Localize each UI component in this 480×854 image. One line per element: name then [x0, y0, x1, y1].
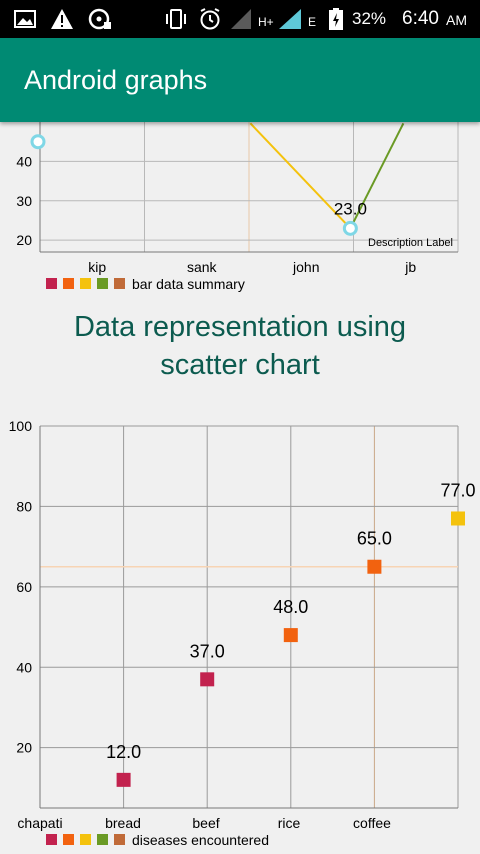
data-label: 48.0 [273, 597, 308, 617]
legend-label: diseases encountered [132, 832, 269, 848]
y-tick-label: 80 [16, 498, 32, 514]
data-label: 12.0 [106, 742, 141, 762]
alarm-icon [200, 8, 220, 30]
x-tick-label: kip [88, 259, 106, 275]
legend-swatch-2 [63, 834, 74, 845]
description-label: Description Label [368, 237, 453, 249]
scroll-content[interactable]: 20 30 40 kip sank john jb 23.0 Description Lab… [0, 122, 480, 854]
network-type-label-2: E [308, 15, 317, 29]
gallery-notification-icon [14, 10, 36, 28]
legend-swatch-4 [97, 834, 108, 845]
data-point [116, 772, 131, 787]
x-tick-label: bread [105, 815, 141, 831]
y-tick-label: 40 [16, 659, 32, 675]
data-point [30, 134, 46, 150]
app-bar: Android graphs [0, 38, 480, 122]
x-tick-label: sank [187, 259, 218, 275]
section-title: Data representation using scatter chart [0, 308, 480, 384]
x-tick-label: chapati [17, 815, 62, 831]
series-line [249, 122, 352, 230]
legend-swatches [46, 834, 125, 845]
warning-icon [51, 9, 73, 29]
data-point [451, 511, 465, 526]
data-point [200, 672, 215, 687]
data-label: 65.0 [357, 529, 392, 549]
y-tick-label: 100 [9, 418, 33, 434]
status-bar: H+ E 32% 6:40 AM [0, 0, 480, 38]
clock-ampm: AM [446, 12, 467, 28]
legend-swatch-5 [114, 834, 125, 845]
y-tick-label: 60 [16, 579, 32, 595]
legend-label: bar data summary [132, 276, 245, 292]
data-point [342, 220, 358, 236]
y-tick-label: 20 [16, 740, 32, 756]
legend-swatch-3 [80, 278, 91, 289]
data-point [367, 559, 382, 574]
scatter-chart[interactable]: 20 40 60 80 100 chapati bread beef rice coffee 12… [0, 418, 480, 838]
section-title-line2: scatter chart [160, 349, 320, 381]
y-tick-label: 30 [16, 193, 32, 209]
data-label: 77.0 [440, 480, 475, 500]
data-point [283, 628, 298, 643]
x-tick-label: jb [404, 259, 416, 275]
legend-swatch-3 [80, 834, 91, 845]
legend-swatch-2 [63, 278, 74, 289]
legend-swatches [46, 278, 125, 289]
scatter-chart-grid: 20 40 60 80 100 chapati bread beef rice coffee [9, 418, 459, 831]
x-tick-label: beef [192, 815, 219, 831]
x-tick-label: john [292, 259, 319, 275]
vibrate-icon [166, 9, 186, 29]
summary-chart[interactable]: 20 30 40 kip sank john jb 23.0 Description Lab… [0, 122, 480, 292]
signal-icon-2 [279, 9, 301, 29]
scatter-chart-marks: 12.0 37.0 48.0 65.0 77.0 [106, 480, 476, 787]
signal-icon-1 [231, 9, 251, 29]
x-tick-label: rice [278, 815, 301, 831]
network-type-label: H+ [258, 15, 274, 29]
legend-swatch-1 [46, 278, 57, 289]
section-title-line1: Data representation using [73, 311, 407, 343]
y-tick-label: 40 [16, 153, 32, 169]
series-line [349, 122, 405, 229]
data-label: 37.0 [190, 641, 225, 661]
battery-percent: 32% [352, 9, 387, 28]
app-title: Android graphs [24, 65, 208, 95]
summary-chart-marks: 23.0 [30, 122, 405, 236]
y-tick-label: 20 [16, 232, 32, 248]
clock: 6:40 [402, 8, 439, 29]
media-player-icon [88, 8, 111, 30]
legend-swatch-5 [114, 278, 125, 289]
legend-swatch-1 [46, 834, 57, 845]
data-label: 23.0 [334, 199, 367, 218]
x-tick-label: coffee [353, 815, 391, 831]
battery-icon [329, 8, 343, 30]
legend-swatch-4 [97, 278, 108, 289]
